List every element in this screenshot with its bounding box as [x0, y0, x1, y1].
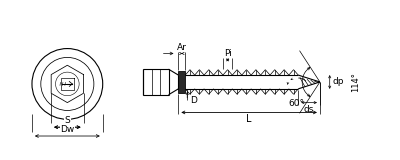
Text: Pi: Pi	[224, 49, 232, 58]
Text: Dw: Dw	[60, 125, 74, 134]
Text: dp: dp	[333, 77, 344, 86]
Text: Ar: Ar	[177, 43, 187, 52]
Text: 114°: 114°	[351, 72, 360, 92]
Text: 60°: 60°	[288, 99, 304, 108]
Text: S: S	[64, 116, 70, 125]
Text: L: L	[246, 114, 252, 124]
Text: D: D	[190, 96, 197, 105]
Text: ds: ds	[304, 105, 314, 114]
Bar	[178, 71, 185, 93]
